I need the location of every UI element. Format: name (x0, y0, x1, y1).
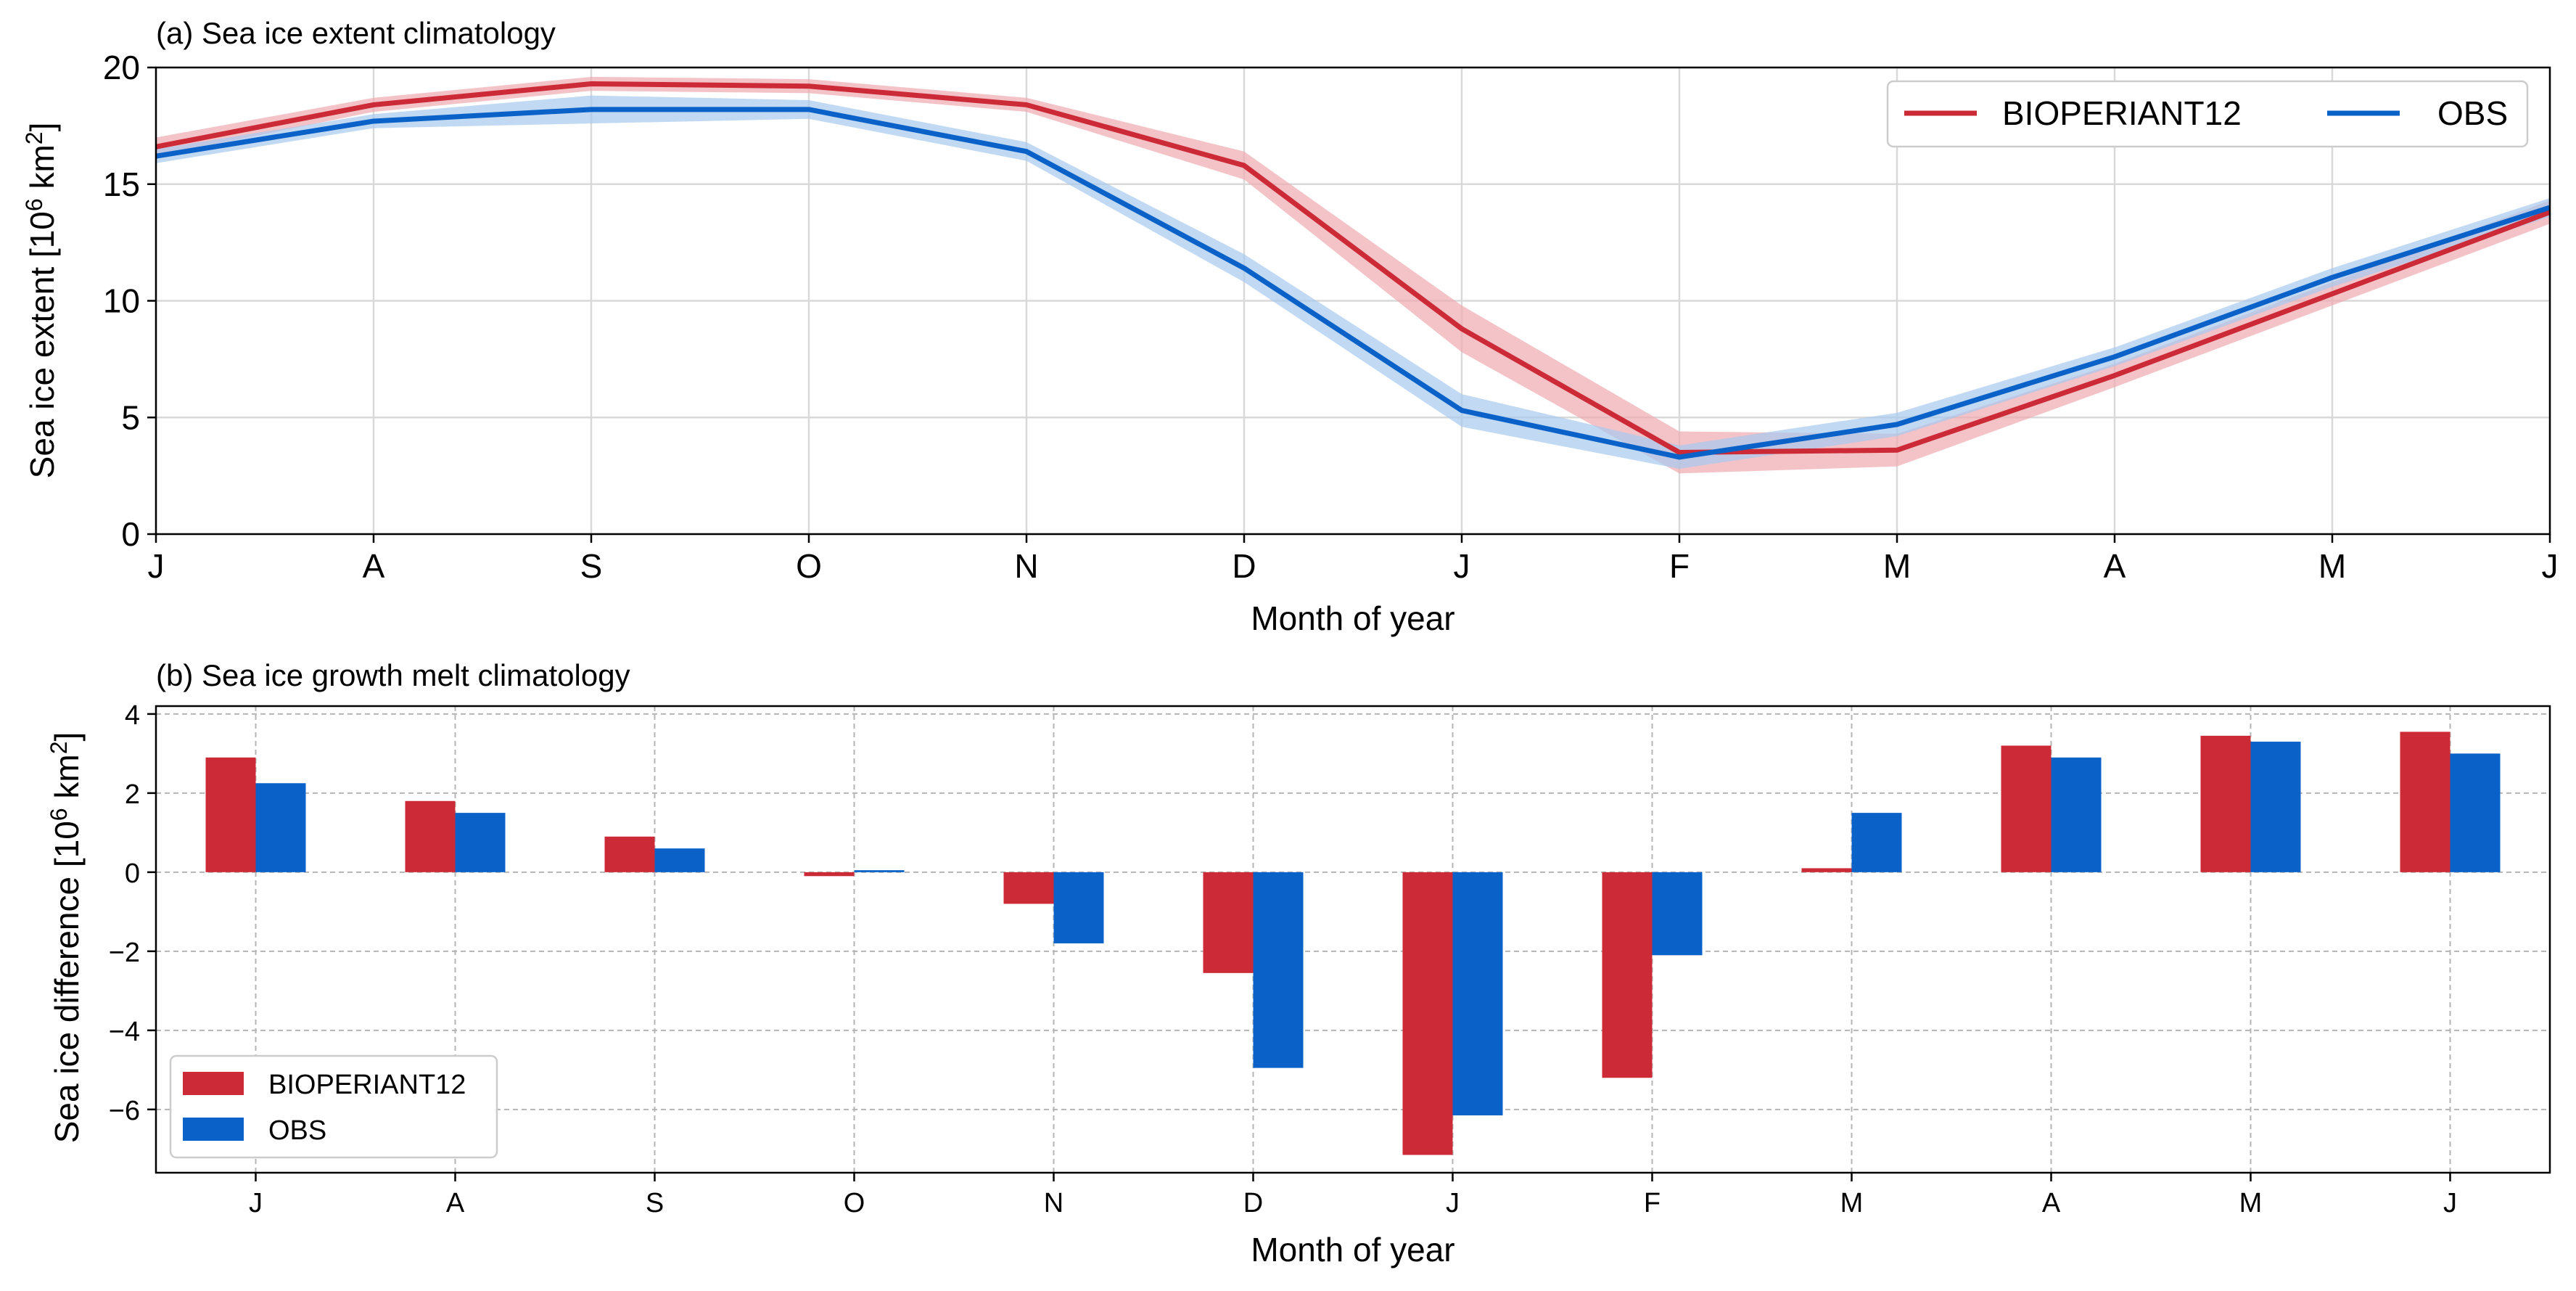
panel-b-x-tick-label: A (2042, 1188, 2061, 1218)
panel-a-y-tick-label: 10 (103, 282, 140, 320)
panel-a-legend: BIOPERIANT12 OBS (1886, 80, 2529, 148)
panel-b-bar-bioperiant12 (2400, 731, 2451, 872)
panel-b-y-tick-label: 4 (125, 700, 140, 731)
panel-a-band-obs (156, 95, 2550, 469)
panel-a-x-tick-label: A (363, 547, 385, 585)
panel-a-x-tick-label: M (1883, 547, 1911, 585)
panel-a-x-tick-label: N (1014, 547, 1038, 585)
panel-a-y-tick-label: 0 (121, 515, 140, 553)
panel-b-y-tick-label: 0 (125, 858, 140, 889)
panel-a-x-tick-label: A (2104, 547, 2126, 585)
panel-a: (a) Sea ice extent climatology 05101520 … (21, 16, 2559, 637)
panel-b-bar-bioperiant12 (1003, 872, 1054, 904)
panel-a-title: (a) Sea ice extent climatology (156, 16, 556, 50)
panel-b-bar-bioperiant12 (405, 800, 456, 872)
panel-b-x-tick-label: A (446, 1188, 465, 1218)
panel-b-bar-obs (2250, 742, 2301, 872)
panel-b-bar-bioperiant12 (2001, 745, 2052, 872)
panel-b-y-tick-label: −2 (109, 938, 140, 968)
legend-a-label-bioperiant12: BIOPERIANT12 (2002, 94, 2242, 132)
panel-a-y-tick-label: 20 (103, 49, 140, 86)
panel-b-y-tick-label: −6 (109, 1096, 140, 1126)
panel-a-xlabel: Month of year (1251, 599, 1454, 637)
panel-a-x-tick-label: O (796, 547, 822, 585)
legend-b-label-bioperiant12: BIOPERIANT12 (268, 1070, 466, 1100)
panel-a-line-obs (155, 107, 2551, 460)
panel-b-bar-bioperiant12 (1801, 868, 1852, 872)
panel-b-legend: BIOPERIANT12 OBS (169, 1054, 498, 1159)
panel-b-bars (205, 731, 2501, 1155)
panel-a-x-tick-label: J (148, 547, 165, 585)
panel-b-bar-bioperiant12 (604, 836, 655, 872)
panel-a-y-tick-label: 5 (121, 398, 140, 436)
panel-b-bar-obs (455, 813, 506, 872)
panel-b-x-tick-label: J (2443, 1188, 2457, 1218)
panel-b-bar-obs (654, 848, 705, 872)
panel-b-bar-obs (1652, 872, 1703, 956)
panel-b-frame (155, 705, 2551, 1174)
legend-b-swatch-obs (183, 1118, 244, 1141)
panel-b-bar-bioperiant12 (1402, 872, 1453, 1155)
panel-b-y-ticks: −6 −4 −2 0 2 4 (109, 700, 156, 1126)
panel-b-y-tick-label: 2 (125, 779, 140, 810)
panel-a-x-tick-label: M (2318, 547, 2346, 585)
panel-b-bar-obs (2051, 757, 2102, 872)
panel-a-x-tick-label: F (1669, 547, 1690, 585)
panel-a-line-bioperiant12 (155, 81, 2551, 455)
panel-a-legend-box (1886, 80, 2529, 148)
panel-b-bar-bioperiant12 (205, 757, 256, 872)
panel-b-x-tick-label: F (1644, 1188, 1661, 1218)
panel-b: (b) Sea ice growth melt climatology −6 −4… (46, 658, 2551, 1269)
panel-a-ylabel: Sea ice extent [106 km2] (21, 123, 61, 479)
legend-a-label-obs: OBS (2437, 94, 2508, 132)
panel-b-x-tick-label: O (844, 1188, 865, 1218)
panel-b-ylabel: Sea ice difference [106 km2] (46, 732, 86, 1144)
panel-b-bar-obs (1253, 872, 1304, 1068)
panel-b-bar-bioperiant12 (1203, 872, 1254, 973)
legend-b-label-obs: OBS (268, 1115, 326, 1146)
panel-b-x-tick-label: M (1840, 1188, 1864, 1218)
panel-b-grid (156, 706, 2550, 1173)
panel-a-x-tick-label: S (580, 547, 603, 585)
panel-a-lines (155, 81, 2551, 460)
panel-a-y-ticks: 0 5 10 15 20 (103, 49, 156, 553)
panel-b-x-tick-label: S (646, 1188, 664, 1218)
panel-b-bar-bioperiant12 (2200, 735, 2251, 872)
panel-b-xlabel: Month of year (1251, 1231, 1454, 1269)
panel-b-title: (b) Sea ice growth melt climatology (156, 658, 630, 692)
panel-b-bar-obs (854, 870, 905, 872)
panel-b-bar-obs (255, 783, 306, 872)
panel-b-x-tick-label: D (1243, 1188, 1263, 1218)
panel-b-x-tick-label: J (1446, 1188, 1460, 1218)
panel-a-x-tick-label: J (2542, 547, 2559, 585)
panel-b-bar-obs (1053, 872, 1104, 943)
panel-b-bar-obs (2450, 753, 2501, 872)
legend-b-swatch-bioperiant12 (183, 1072, 244, 1095)
panel-b-bar-obs (1851, 813, 1902, 872)
panel-b-legend-box (169, 1054, 498, 1159)
panel-b-bar-bioperiant12 (1602, 872, 1653, 1078)
panel-b-x-tick-label: J (249, 1188, 263, 1218)
panel-a-x-tick-label: J (1454, 547, 1470, 585)
panel-a-x-tick-label: D (1232, 547, 1256, 585)
panel-b-x-tick-label: M (2239, 1188, 2263, 1218)
panel-b-y-tick-label: −4 (109, 1017, 140, 1047)
panel-b-bar-bioperiant12 (804, 872, 855, 877)
panel-b-x-tick-label: N (1044, 1188, 1063, 1218)
panel-b-bar-obs (1452, 872, 1503, 1115)
panel-a-y-tick-label: 15 (103, 165, 140, 203)
